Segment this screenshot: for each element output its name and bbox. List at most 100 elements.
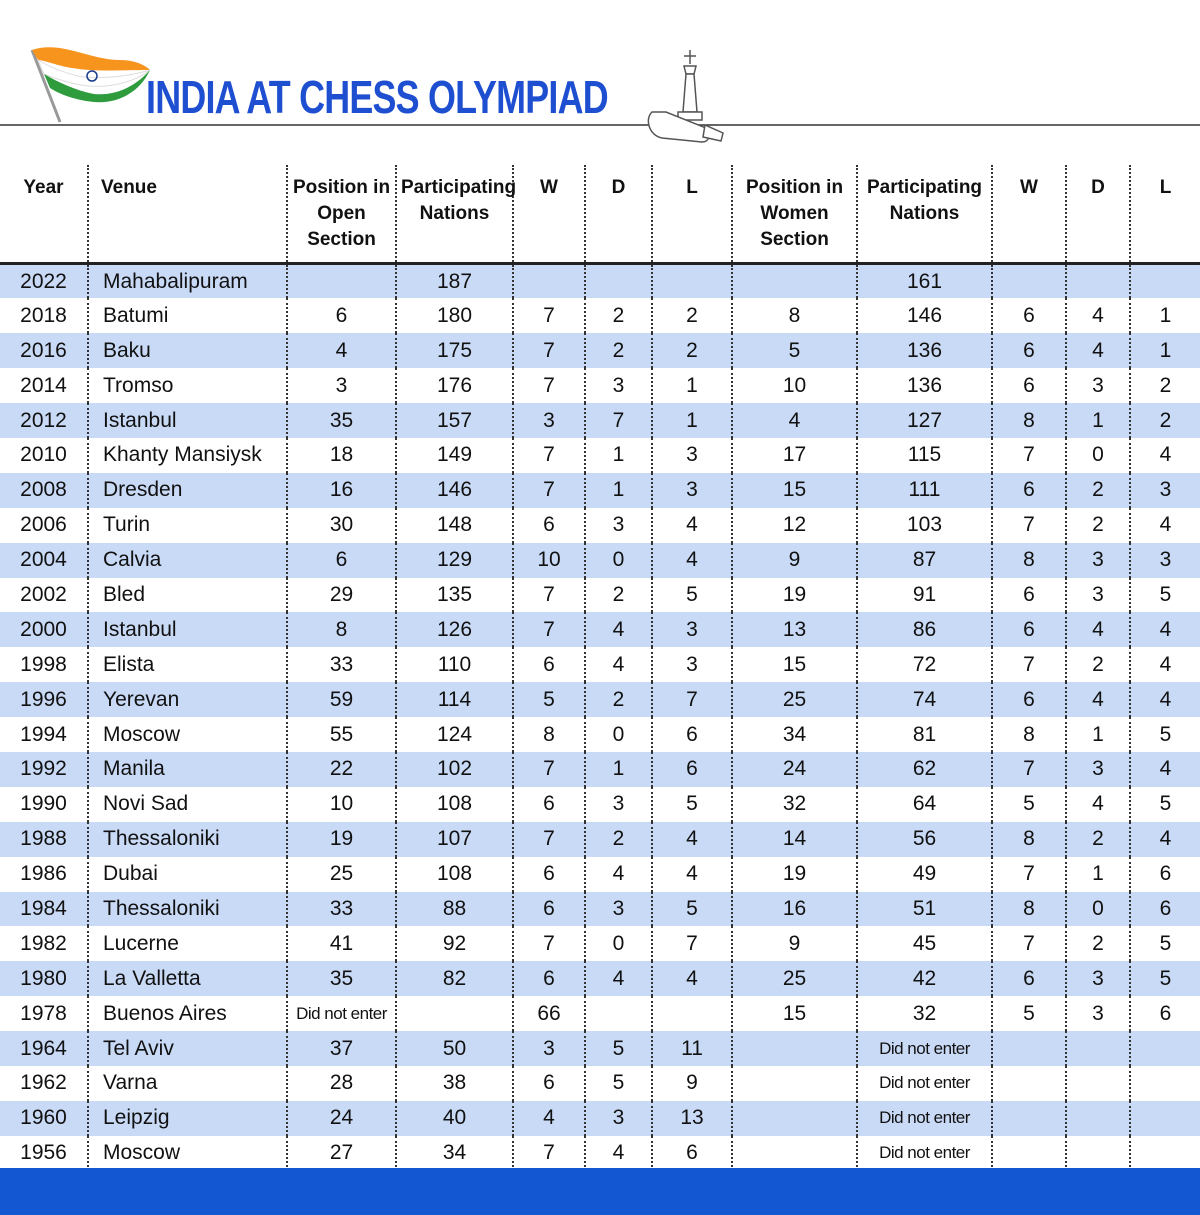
table-row: 1990 Novi Sad 10 108 6 3 5 32 64 5 4 5 — [0, 786, 1200, 822]
table-cell: 1990 — [0, 786, 89, 822]
table-cell: 45 — [857, 926, 993, 962]
table-cell: 124 — [396, 717, 514, 752]
table-cell — [732, 1065, 858, 1101]
table-cell: 8 — [992, 717, 1067, 752]
table-cell — [732, 1031, 858, 1066]
table-cell: 5 — [992, 996, 1067, 1032]
table-cell: 6 — [992, 961, 1067, 997]
table-cell: 7 — [513, 821, 586, 857]
table-cell: 1 — [585, 437, 653, 473]
table-cell: 4 — [585, 647, 653, 683]
table-cell: 3 — [652, 647, 733, 683]
table-cell: Did not enter — [287, 996, 397, 1032]
table-row: 2010 Khanty Mansiysk 18 149 7 1 3 17 115 7 0 4 — [0, 437, 1200, 473]
table-cell: 146 — [857, 298, 993, 334]
table-cell: 7 — [513, 1135, 586, 1171]
table-cell: Varna — [88, 1065, 288, 1101]
table-row: 1978 Buenos Aires Did not enter 66 15 32 5 3 6 — [0, 996, 1200, 1032]
table-cell: 2 — [1066, 821, 1131, 857]
table-cell: 1 — [652, 368, 733, 404]
table-cell: Tel Aviv — [88, 1031, 288, 1066]
table-cell: 24 — [287, 1100, 397, 1136]
table-cell: 7 — [513, 333, 586, 369]
table-row: 1992 Manila 22 102 7 1 6 24 62 7 3 4 — [0, 751, 1200, 787]
table-cell: Dresden — [88, 472, 288, 508]
table-cell — [992, 1135, 1067, 1171]
table-cell: 6 — [513, 856, 586, 892]
table-cell: 3 — [1066, 961, 1131, 997]
table-cell: 0 — [1066, 891, 1131, 927]
table-cell: 74 — [857, 682, 993, 718]
table-cell: 1988 — [0, 821, 89, 857]
table-cell: 7 — [652, 926, 733, 962]
table-cell: 22 — [287, 751, 397, 787]
table-cell: 115 — [857, 437, 993, 473]
table-cell: Did not enter — [857, 1100, 993, 1136]
table-cell: 2002 — [0, 577, 89, 613]
results-table: Year Venue Position in Open Section Partici… — [0, 165, 1200, 1171]
table-cell: 7 — [513, 926, 586, 962]
table-cell: 108 — [396, 786, 514, 822]
table-cell: 3 — [1066, 368, 1131, 404]
table-cell: 4 — [652, 821, 733, 857]
table-cell: 7 — [513, 368, 586, 404]
table-cell: 81 — [857, 717, 993, 752]
table-cell: 6 — [1130, 891, 1200, 927]
table-cell: 19 — [732, 856, 858, 892]
table-cell: 8 — [992, 891, 1067, 927]
table-cell: 1 — [1130, 333, 1200, 369]
table-cell: 5 — [585, 1031, 653, 1066]
table-cell: 6 — [992, 368, 1067, 404]
table-cell: 15 — [732, 996, 858, 1032]
table-cell: Novi Sad — [88, 786, 288, 822]
table-cell: 126 — [396, 612, 514, 648]
table-cell: 1996 — [0, 682, 89, 718]
table-cell: 7 — [513, 298, 586, 334]
table-cell: 1 — [1066, 403, 1131, 438]
table-cell: 6 — [992, 577, 1067, 613]
table-cell: 2004 — [0, 542, 89, 578]
table-cell: 6 — [513, 1065, 586, 1101]
table-cell: 5 — [1159, 722, 1172, 746]
table-cell: Yerevan — [88, 682, 288, 718]
table-cell: 4 — [652, 961, 733, 997]
table-cell: 2 — [1066, 472, 1131, 508]
table-cell: 30 — [287, 507, 397, 543]
table-cell: 14 — [732, 821, 858, 857]
table-cell: 50 — [396, 1031, 514, 1066]
table-cell: 6 — [992, 682, 1067, 718]
table-cell: 4 — [585, 856, 653, 892]
table-cell: 108 — [396, 856, 514, 892]
table-cell: 6 — [652, 751, 733, 787]
table-cell: 1986 — [0, 856, 89, 892]
table-cell: Elista — [88, 647, 288, 683]
table-cell: 3 — [1130, 472, 1200, 508]
table-cell: Did not enter — [857, 1065, 993, 1101]
table-row: 1960 Leipzig 24 40 4 3 13 Did not enter — [0, 1100, 1200, 1136]
table-cell — [992, 1100, 1067, 1136]
table-cell: 34 — [396, 1135, 514, 1171]
table-cell: 6 — [287, 542, 397, 578]
table-row: 1996 Yerevan 59 114 5 2 7 25 74 6 4 4 — [0, 682, 1200, 718]
table-cell: 8 — [287, 612, 397, 648]
table-cell: 0 — [585, 542, 653, 578]
table-cell: 7 — [585, 403, 653, 438]
table-cell: 6 — [513, 786, 586, 822]
table-cell — [652, 996, 733, 1032]
table-cell: 6 — [992, 612, 1067, 648]
table-cell: 9 — [652, 1065, 733, 1101]
table-cell: 1962 — [0, 1065, 89, 1101]
table-cell: 2 — [585, 682, 653, 718]
table-cell: 24 — [732, 751, 858, 787]
table-cell: 3 — [1130, 542, 1200, 578]
table-cell: 34 — [732, 717, 858, 752]
table-cell: 175 — [396, 333, 514, 369]
table-cell — [1066, 263, 1131, 299]
table-cell: 82 — [396, 961, 514, 997]
table-cell: 25 — [287, 856, 397, 892]
table-cell — [992, 263, 1067, 299]
table-cell: 1998 — [0, 647, 89, 683]
table-cell: 19 — [732, 577, 858, 613]
table-cell: 38 — [396, 1065, 514, 1101]
